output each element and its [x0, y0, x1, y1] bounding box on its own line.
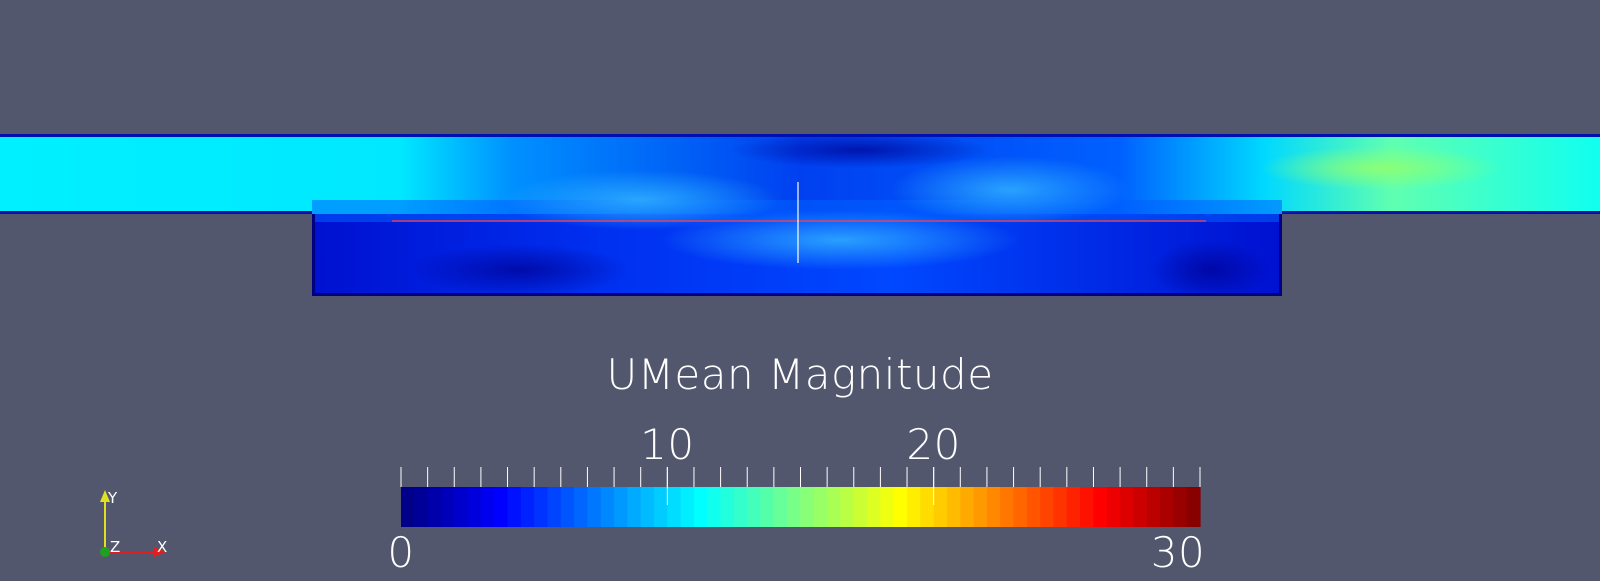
legend-color-band — [800, 487, 815, 527]
legend-color-band — [813, 487, 828, 527]
legend-color-band — [707, 487, 722, 527]
legend-color-band — [1186, 487, 1201, 527]
legend-color-band — [827, 487, 842, 527]
legend-color-band — [600, 487, 615, 527]
legend-color-band — [560, 487, 575, 527]
legend-color-band — [627, 487, 642, 527]
legend-color-band — [401, 487, 415, 527]
legend-color-band — [933, 487, 948, 527]
legend-tick-label: 20 — [906, 420, 961, 469]
z-axis-marker — [100, 547, 110, 557]
legend-color-band — [454, 487, 469, 527]
legend-color-band — [614, 487, 628, 527]
y-axis-label: Y — [108, 489, 118, 507]
legend-color-band — [960, 487, 975, 527]
legend-color-band — [1000, 487, 1015, 527]
legend-color-band — [693, 487, 708, 527]
x-axis-label: X — [157, 538, 168, 556]
legend-tick-marks — [400, 467, 1201, 505]
legend-color-band — [587, 487, 602, 527]
legend-color-band — [640, 487, 655, 527]
legend-color-band — [787, 487, 802, 527]
legend-color-bar — [401, 487, 1201, 527]
y-axis-arrow — [100, 490, 110, 502]
legend-color-band — [1146, 487, 1161, 527]
legend-color-band — [1160, 487, 1174, 527]
legend-color-band — [773, 487, 788, 527]
legend-color-band — [880, 487, 895, 527]
legend-color-band — [1173, 487, 1188, 527]
legend-color-band — [840, 487, 855, 527]
legend-color-band — [1093, 487, 1108, 527]
legend-color-band — [1106, 487, 1121, 527]
legend-color-band — [1120, 487, 1135, 527]
legend-color-band — [946, 487, 961, 527]
legend-max-label: 30 — [1150, 528, 1206, 577]
legend-color-band — [986, 487, 1001, 527]
legend-tick-label: 10 — [640, 420, 695, 469]
legend-color-band — [467, 487, 482, 527]
legend-color-band — [507, 487, 522, 527]
legend-color-band — [720, 487, 735, 527]
legend-color-band — [907, 487, 921, 527]
legend-color-band — [414, 487, 429, 527]
legend-color-band — [654, 487, 668, 527]
legend-color-band — [574, 487, 589, 527]
legend-color-band — [547, 487, 562, 527]
legend-color-band — [747, 487, 762, 527]
legend-color-band — [1053, 487, 1068, 527]
legend-color-band — [440, 487, 455, 527]
legend-color-band — [853, 487, 868, 527]
legend-color-band — [760, 487, 775, 527]
legend-color-band — [680, 487, 695, 527]
x-axis-arrow — [154, 547, 166, 557]
legend-color-band — [920, 487, 935, 527]
legend-color-band — [667, 487, 682, 527]
legend-color-band — [1026, 487, 1041, 527]
legend-title: UMean Magnitude — [606, 350, 994, 399]
legend-color-band — [520, 487, 535, 527]
legend-color-band — [1133, 487, 1148, 527]
legend-color-band — [867, 487, 881, 527]
legend-color-band — [1013, 487, 1028, 527]
orientation-axes — [100, 490, 166, 557]
velocity-field — [0, 134, 1600, 296]
legend-color-band — [480, 487, 495, 527]
legend-color-band — [1040, 487, 1055, 527]
legend-color-band — [427, 487, 442, 527]
legend-color-band — [534, 487, 549, 527]
legend-min-label: 0 — [387, 528, 415, 577]
legend-color-band — [733, 487, 748, 527]
z-axis-label: Z — [110, 538, 121, 556]
legend-color-band — [1080, 487, 1095, 527]
legend-color-band — [1066, 487, 1081, 527]
legend-color-band — [973, 487, 988, 527]
legend-color-band — [494, 487, 509, 527]
legend-color-band — [893, 487, 908, 527]
